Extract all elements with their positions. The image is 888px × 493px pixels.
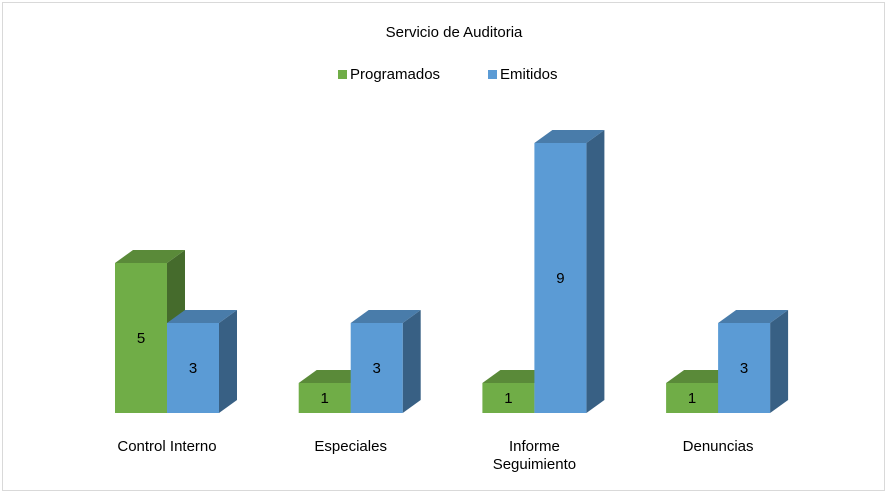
- data-label: 9: [556, 270, 564, 287]
- bar: [350, 310, 421, 413]
- x-tick-label: Control Interno: [117, 438, 217, 455]
- data-label: 3: [740, 360, 748, 377]
- bar-top: [718, 310, 789, 323]
- bar-front: [482, 383, 535, 413]
- data-label: 3: [189, 360, 197, 377]
- data-label: 1: [321, 390, 329, 407]
- legend-label: Programados: [350, 66, 440, 83]
- bar-side: [770, 310, 789, 413]
- chart-title: Servicio de Auditoria: [386, 24, 523, 41]
- bar-top: [534, 130, 605, 143]
- bar-side: [219, 310, 237, 413]
- x-tick-label: Informe Seguimiento: [492, 438, 577, 473]
- bar-side: [586, 130, 605, 413]
- bar-front: [666, 383, 719, 413]
- bar-front: [534, 143, 587, 413]
- bar-top: [167, 310, 237, 323]
- legend-swatch: [338, 70, 347, 79]
- data-label: 5: [137, 330, 145, 347]
- x-tick-label: Denuncias: [682, 438, 754, 455]
- x-tick-label: Especiales: [314, 438, 387, 455]
- data-label: 1: [504, 390, 512, 407]
- bar-front: [298, 383, 351, 413]
- bar-top: [350, 310, 421, 323]
- bar: [718, 310, 789, 413]
- bar-side: [402, 310, 421, 413]
- bar: [534, 130, 605, 413]
- bar: [167, 310, 237, 413]
- bar-front: [115, 263, 167, 413]
- data-label: 3: [373, 360, 381, 377]
- bar-front: [350, 323, 403, 413]
- legend-label: Emitidos: [500, 66, 558, 83]
- bar-top: [115, 250, 185, 263]
- bar-front: [167, 323, 219, 413]
- bar-front: [718, 323, 771, 413]
- legend-swatch: [488, 70, 497, 79]
- data-label: 1: [688, 390, 696, 407]
